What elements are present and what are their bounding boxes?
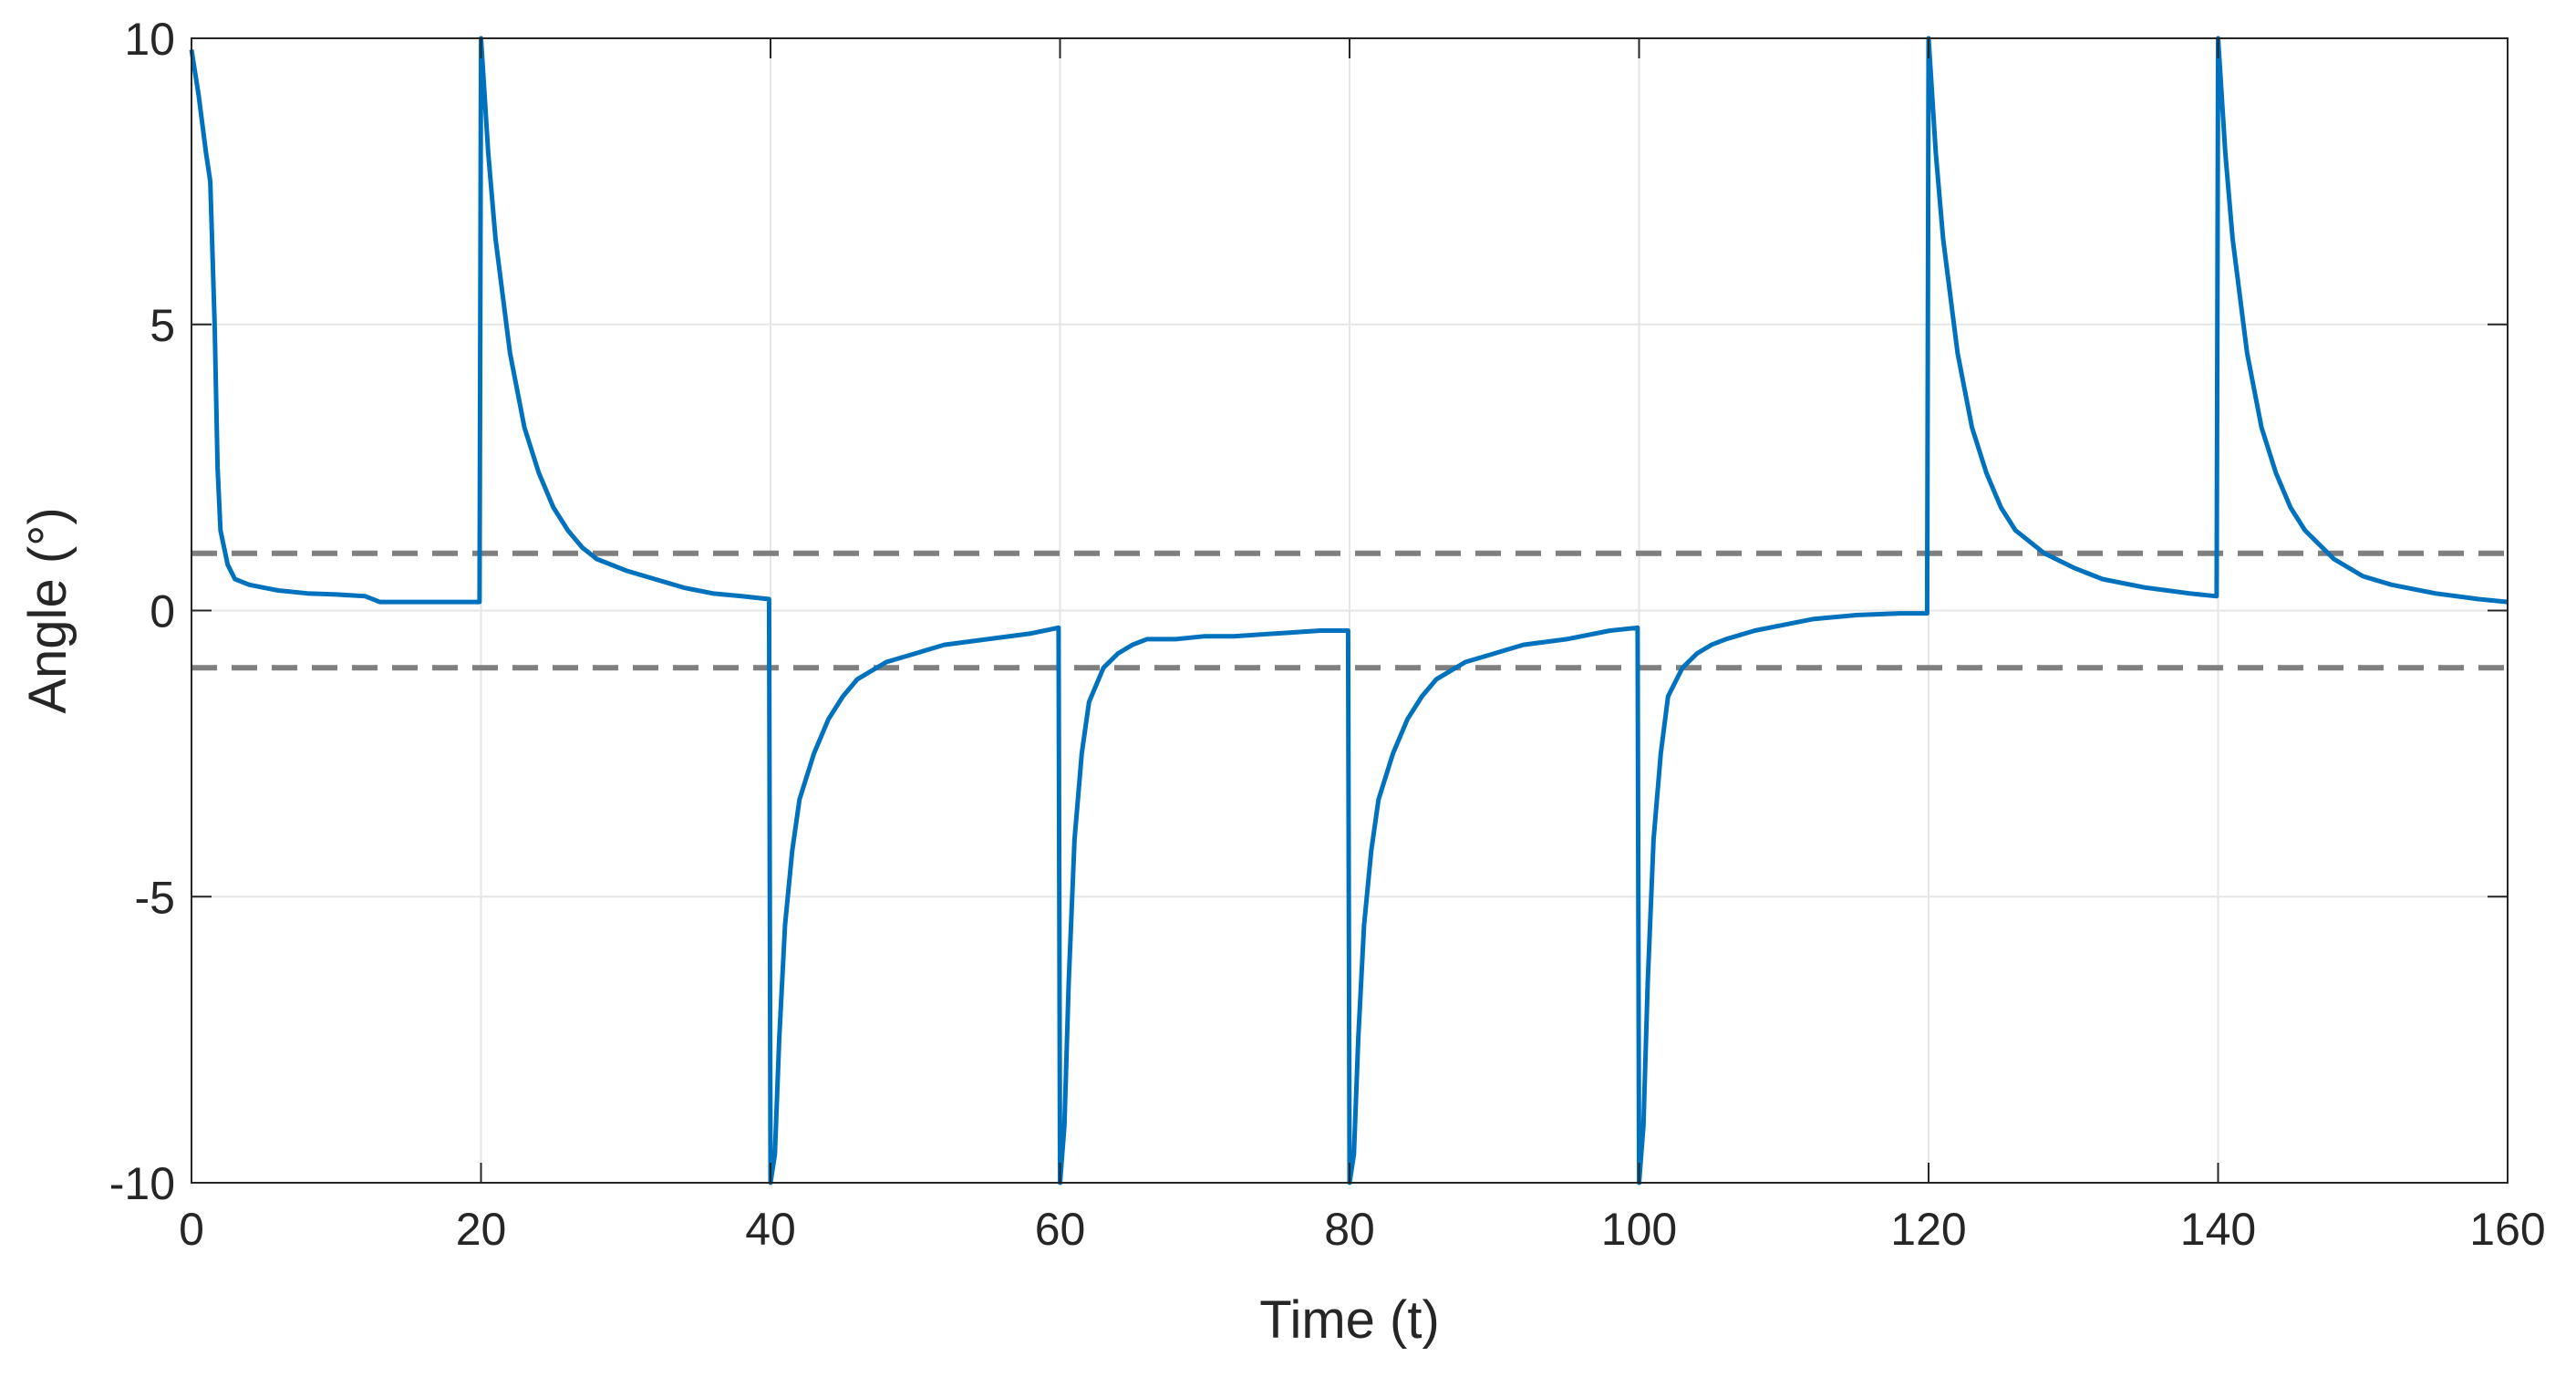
x-tick-label: 0	[179, 1204, 204, 1255]
angle-series-line	[189, 36, 2509, 1185]
y-axis-ticks: -10 -5 0 5 10	[109, 14, 2508, 1209]
x-axis-label: Time (t)	[1259, 1290, 1440, 1350]
y-tick-label: 10	[124, 14, 175, 65]
x-tick-label: 160	[2469, 1204, 2545, 1255]
x-tick-label: 80	[1324, 1204, 1375, 1255]
y-tick-label: -10	[109, 1158, 175, 1209]
x-tick-label: 120	[1890, 1204, 1966, 1255]
series-layer	[189, 36, 2509, 1185]
x-tick-label: 140	[2180, 1204, 2256, 1255]
x-axis-ticks: 0 20 40 60 80 100 120 140 160	[179, 38, 2546, 1255]
y-tick-label: -5	[135, 872, 175, 923]
x-tick-label: 100	[1601, 1204, 1677, 1255]
x-tick-label: 40	[745, 1204, 796, 1255]
y-axis-label: Angle (°)	[18, 507, 78, 713]
x-tick-label: 60	[1035, 1204, 1086, 1255]
y-tick-label: 5	[150, 300, 175, 351]
x-tick-label: 20	[456, 1204, 507, 1255]
y-tick-label: 0	[150, 586, 175, 637]
